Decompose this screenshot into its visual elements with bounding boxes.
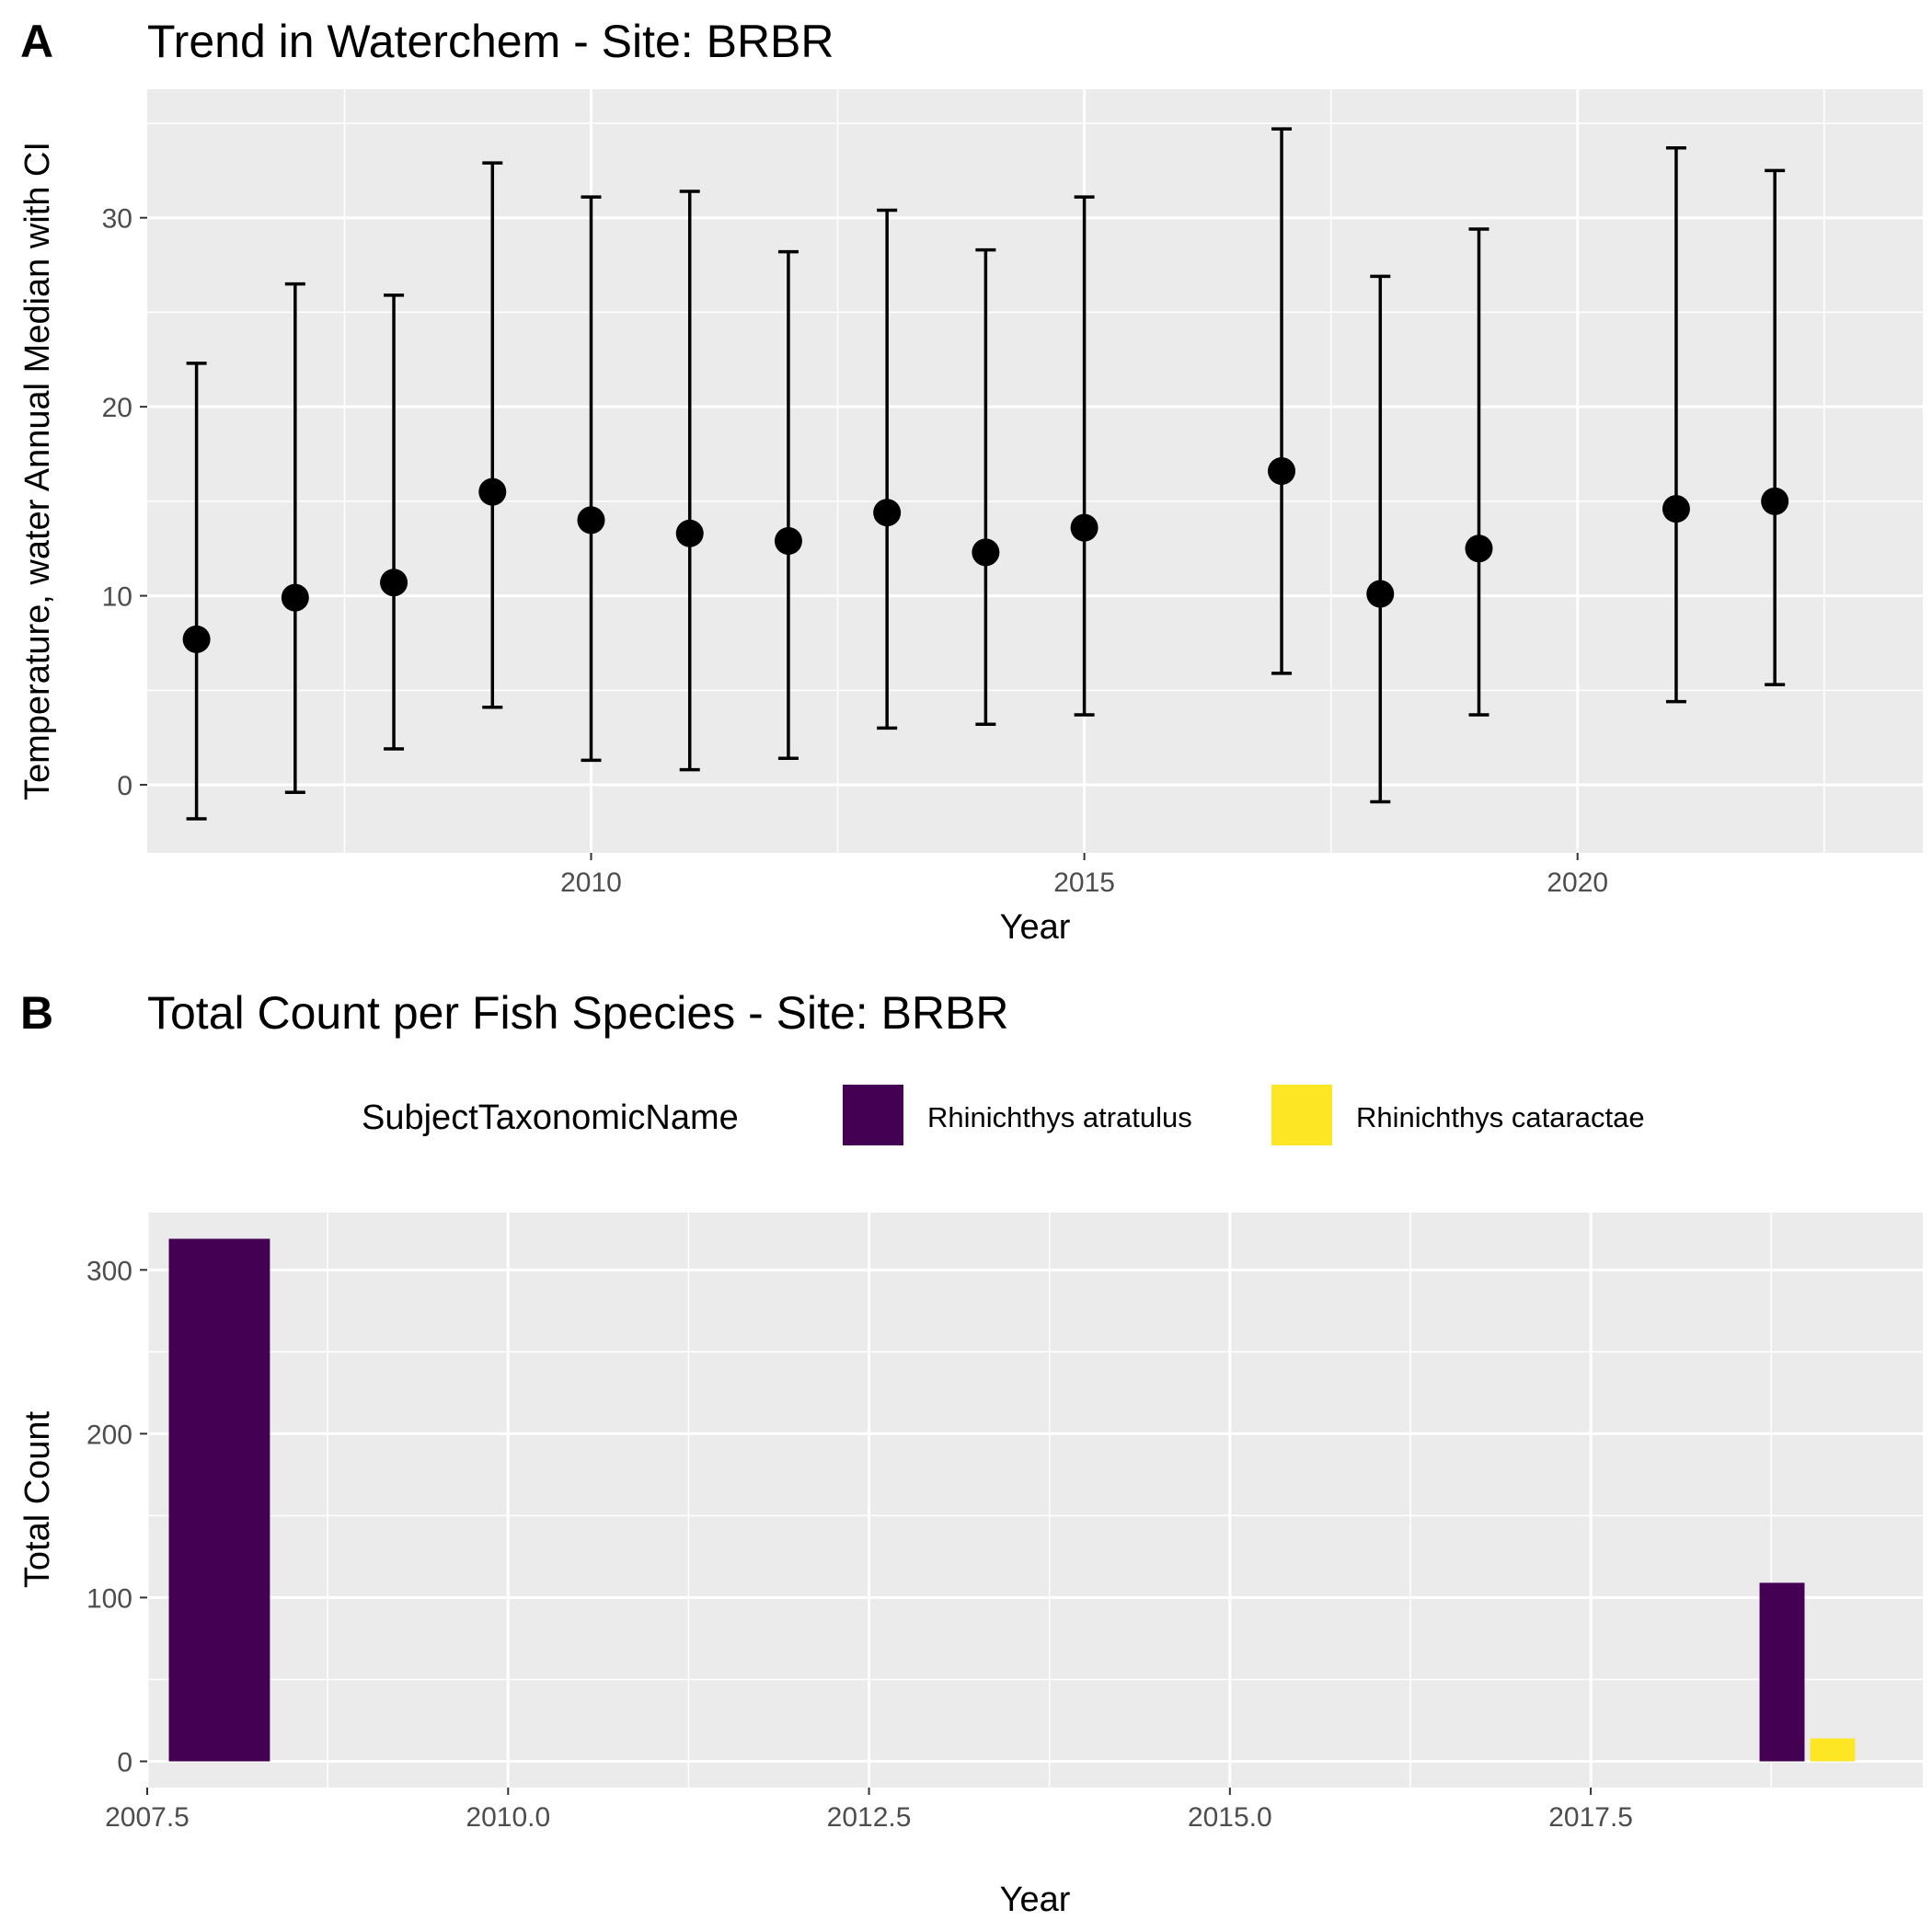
- bar: [1759, 1582, 1805, 1762]
- error-bar-point: [675, 190, 704, 772]
- x-tick-label: 2012.5: [827, 1802, 912, 1833]
- panel-a-y-axis-title: Temperature, water Annual Median with CI: [18, 142, 57, 800]
- panel-a-marks: [182, 127, 1789, 821]
- panel-a-title: Trend in Waterchem - Site: BRBR: [147, 16, 834, 67]
- panel-a-letter: A: [20, 16, 53, 67]
- x-tick-label: 2015.0: [1188, 1802, 1272, 1833]
- x-tick-label: 2010.0: [466, 1802, 550, 1833]
- data-point: [380, 569, 408, 597]
- data-point: [478, 477, 507, 506]
- error-bar-point: [972, 247, 1000, 727]
- legend-title: SubjectTaxonomicName: [362, 1098, 739, 1137]
- data-point: [774, 527, 802, 556]
- data-point: [281, 583, 309, 612]
- error-bar-point: [1366, 274, 1395, 804]
- data-point: [1366, 580, 1395, 608]
- y-tick-label: 200: [86, 1420, 132, 1450]
- panel-b-letter: B: [20, 987, 53, 1039]
- y-tick-label: 30: [102, 204, 132, 235]
- legend-key-atratulus: [843, 1085, 903, 1145]
- x-tick-label: 2015: [1053, 868, 1115, 898]
- y-tick-label: 100: [86, 1583, 132, 1614]
- x-tick-label: 2020: [1547, 868, 1608, 898]
- y-tick-label: 0: [117, 1748, 132, 1778]
- x-tick-label: 2010: [560, 868, 622, 898]
- data-point: [577, 506, 605, 535]
- y-tick-label: 10: [102, 582, 132, 613]
- panel-a-plot-background: [147, 89, 1923, 853]
- panel-b-x-axis-title: Year: [1000, 1880, 1071, 1919]
- panel-b-title: Total Count per Fish Species - Site: BRB…: [147, 987, 1009, 1039]
- data-point: [1761, 487, 1789, 515]
- data-point: [182, 625, 211, 653]
- y-tick-label: 20: [102, 393, 132, 423]
- data-point: [1070, 513, 1098, 542]
- y-tick-label: 300: [86, 1256, 132, 1286]
- legend-label-cataractae: Rhinichthys cataractae: [1356, 1101, 1645, 1133]
- panel-b-y-axis-title: Total Count: [18, 1410, 57, 1588]
- bar: [1810, 1738, 1856, 1762]
- x-tick-label: 2017.5: [1548, 1802, 1633, 1833]
- data-point: [1465, 535, 1493, 563]
- panel-b-y-ticks: 0 100 200 300: [86, 1256, 147, 1778]
- error-bar-point: [774, 249, 802, 761]
- error-bar-point: [577, 195, 605, 763]
- panel-b-bars: [168, 1238, 1856, 1762]
- error-bar-point: [281, 282, 309, 795]
- error-bar-point: [380, 293, 408, 751]
- bar: [168, 1238, 270, 1762]
- error-bar-point: [1268, 127, 1296, 675]
- legend-label-atratulus: Rhinichthys atratulus: [927, 1101, 1192, 1133]
- legend-key-cataractae: [1271, 1085, 1332, 1145]
- error-bar-point: [478, 161, 507, 709]
- data-point: [1662, 495, 1690, 523]
- panel-a-x-axis-title: Year: [1000, 908, 1071, 947]
- panel-b-x-ticks: 2007.5 2010.0 2012.5 2015.0 2017.5: [105, 1788, 1633, 1833]
- error-bar-point: [1465, 227, 1493, 717]
- data-point: [1268, 457, 1296, 485]
- panel-a-gridlines: [147, 89, 1923, 853]
- error-bar-point: [1761, 168, 1789, 686]
- panel-a-y-ticks: 0 10 20 30: [102, 204, 147, 801]
- panel-b-legend: SubjectTaxonomicName Rhinichthys atratul…: [362, 1085, 1645, 1145]
- error-bar-point: [873, 208, 902, 730]
- data-point: [873, 499, 902, 527]
- panel-a-x-ticks: 2010 2015 2020: [560, 853, 1608, 898]
- panel-b: B Total Count per Fish Species - Site: B…: [18, 987, 1923, 1919]
- x-tick-label: 2007.5: [105, 1802, 190, 1833]
- error-bar-point: [182, 362, 211, 821]
- panel-a: A Trend in Waterchem - Site: BRBR 2010 20…: [18, 16, 1923, 947]
- error-bar-point: [1662, 145, 1690, 704]
- panel-b-gridlines: [145, 1213, 1923, 1788]
- data-point: [972, 538, 1000, 567]
- panel-b-plot-background: [147, 1213, 1923, 1788]
- data-point: [675, 519, 704, 547]
- error-bar-point: [1070, 195, 1098, 717]
- y-tick-label: 0: [117, 771, 132, 801]
